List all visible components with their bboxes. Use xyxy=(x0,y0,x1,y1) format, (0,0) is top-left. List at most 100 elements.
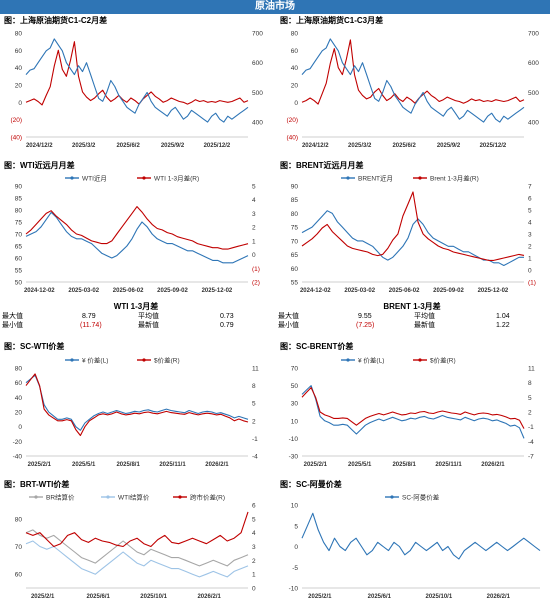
x-tick-label: 2025/6/1 xyxy=(368,594,392,600)
y-right-tick-label: -7 xyxy=(528,454,534,461)
x-tick-label: 2025-12-02 xyxy=(478,288,509,294)
x-tick-label: 2025-03-02 xyxy=(344,288,375,294)
legend-label: $价差(R) xyxy=(430,356,456,365)
y-left-tick-label: 70 xyxy=(291,366,299,373)
x-tick-label: 2025/6/2 xyxy=(392,143,416,149)
y-right-tick-label: 5 xyxy=(252,516,256,523)
brent-stats-caption: BRENT 1-3月差 xyxy=(383,302,441,311)
y-left-tick-label: -20 xyxy=(13,439,23,446)
y-right-tick-label: 0 xyxy=(528,268,532,275)
legend-marker xyxy=(418,358,422,362)
legend-marker xyxy=(346,176,350,180)
x-tick-label: 2025-09-02 xyxy=(433,288,464,294)
y-left-tick-label: 65 xyxy=(15,244,23,251)
brent-min-value: (7.25) xyxy=(356,322,375,329)
wti-stats-table: WTI 1-3月差 最大值 8.79 平均值 0.73 最小值 (11.74) … xyxy=(0,301,272,330)
wti-avg-label: 平均值 xyxy=(138,313,159,320)
y-left-tick-label: 80 xyxy=(15,208,23,215)
y-right-tick-label: 1 xyxy=(252,238,256,245)
legend-label: BRENT近月 xyxy=(358,174,393,183)
chart-sc-c1c3: 80 60 40 20 0 (20) (40) 700 600 500 400 2024/12/2 20… xyxy=(286,31,539,150)
chart-sc-oman: 10 5 0 -5 -10 2025/2/1 2025/6/1 2025/10/1 2026/2… xyxy=(289,493,541,600)
chart-brt-wti: 80 70 60 6 5 4 3 2 1 0 2025/2/1 2025/6/1 2025/10/1 20… xyxy=(15,493,256,601)
y-right-tick-label: 400 xyxy=(528,120,539,127)
brent-latest-label: 最新值 xyxy=(414,322,435,329)
series-line-1 xyxy=(25,211,249,264)
y-left-tick-label: 80 xyxy=(291,31,299,38)
y-right-tick-label: 5 xyxy=(252,401,256,408)
legend-marker xyxy=(390,495,394,499)
series-line-2 xyxy=(25,38,249,123)
x-tick-label: 2025/10/1 xyxy=(425,594,452,600)
legend-marker xyxy=(70,176,74,180)
y-right-tick-label: 400 xyxy=(252,120,263,127)
x-tick-label: 2025/6/2 xyxy=(116,143,140,149)
y-right-tick-label: 8 xyxy=(252,383,256,390)
legend-marker xyxy=(34,495,38,499)
y-left-tick-label: -5 xyxy=(292,565,298,572)
y-left-tick-label: 40 xyxy=(15,395,23,402)
y-left-tick-label: 70 xyxy=(291,238,299,245)
series-line-1 xyxy=(25,529,249,567)
y-left-tick-label: 55 xyxy=(291,280,299,287)
x-tick-label: 2026/2/1 xyxy=(197,594,221,600)
wti-latest-value: 0.79 xyxy=(220,322,234,329)
y-right-tick-label: (1) xyxy=(528,280,536,287)
y-right-tick-label: 5 xyxy=(252,184,256,191)
x-tick-label: 2025/2/1 xyxy=(304,462,328,468)
y-left-tick-label: (20) xyxy=(286,117,298,124)
y-right-tick-label: 2 xyxy=(528,244,532,251)
x-tick-label: 2025/6/1 xyxy=(86,594,110,600)
chart-sc-c1c2: 80 60 40 20 0 (20) (40) 700 600 500 400 2024/12/2 20… xyxy=(10,31,263,150)
y-left-tick-label: 70 xyxy=(15,544,23,551)
y-right-tick-label: 600 xyxy=(528,60,539,67)
y-left-tick-label: 0 xyxy=(18,100,22,107)
y-right-tick-label: 7 xyxy=(528,184,532,191)
panel-title-wti-spread: 图：WTI近远月月差 xyxy=(4,161,75,170)
brent-latest-value: 1.22 xyxy=(496,322,510,329)
x-tick-label: 2025/2/1 xyxy=(308,594,332,600)
y-right-tick-label: 2 xyxy=(252,418,256,425)
y-right-tick-label: (2) xyxy=(252,280,260,287)
y-left-tick-label: 70 xyxy=(15,232,23,239)
x-tick-label: 2025-03-02 xyxy=(68,288,99,294)
y-right-tick-label: 3 xyxy=(252,544,256,551)
panel-title-sc-wti: 图：SC-WTI价差 xyxy=(4,342,65,351)
y-right-tick-label: 3 xyxy=(252,211,256,218)
x-tick-label: 2025/10/1 xyxy=(140,594,167,600)
legend-label: BR结算价 xyxy=(46,493,75,502)
chart-sc-wti: 80 60 40 20 0 -20 -40 11 8 5 2 -1 -4 2025/2/1 2025/5/1… xyxy=(13,356,260,469)
y-left-tick-label: (40) xyxy=(286,135,298,142)
y-left-tick-label: 60 xyxy=(15,256,23,263)
x-tick-label: 2025/5/1 xyxy=(348,462,372,468)
y-left-tick-label: 90 xyxy=(15,184,23,191)
legend-label: 跨市价差(R) xyxy=(190,493,225,502)
y-right-tick-label: 5 xyxy=(528,208,532,215)
y-right-tick-label: 0 xyxy=(252,252,256,259)
legend-marker xyxy=(70,358,74,362)
series-line-2 xyxy=(25,540,249,578)
legend-label: WTI 1-3月差(R) xyxy=(154,174,199,183)
legend-label: ¥ 价差(L) xyxy=(358,356,384,365)
y-right-tick-label: 700 xyxy=(528,31,539,38)
x-tick-label: 2025/11/1 xyxy=(435,462,462,468)
legend-marker xyxy=(142,176,146,180)
y-right-tick-label: 4 xyxy=(252,530,256,537)
x-tick-label: 2024/12/2 xyxy=(302,143,329,149)
y-left-tick-label: 80 xyxy=(15,366,23,373)
y-left-tick-label: -30 xyxy=(289,454,299,461)
x-tick-label: 2025/11/1 xyxy=(159,462,186,468)
panel-title-sc-c1c3: 图：上海原油期货C1-C3月差 xyxy=(280,16,384,25)
y-left-tick-label: -40 xyxy=(13,454,23,461)
y-right-tick-label: 4 xyxy=(528,220,532,227)
y-left-tick-label: 80 xyxy=(15,516,23,523)
y-right-tick-label: 1 xyxy=(528,256,532,263)
series-line-2 xyxy=(301,38,525,123)
x-tick-label: 2024-12-02 xyxy=(300,288,331,294)
brent-avg-value: 1.04 xyxy=(496,313,510,320)
y-right-tick-label: (1) xyxy=(252,266,260,273)
panel-title-brent-spread: 图：BRENT近远月月差 xyxy=(280,161,364,170)
y-left-tick-label: 30 xyxy=(291,401,299,408)
x-tick-label: 2024/12/2 xyxy=(26,143,53,149)
y-right-tick-label: -1 xyxy=(252,436,258,443)
